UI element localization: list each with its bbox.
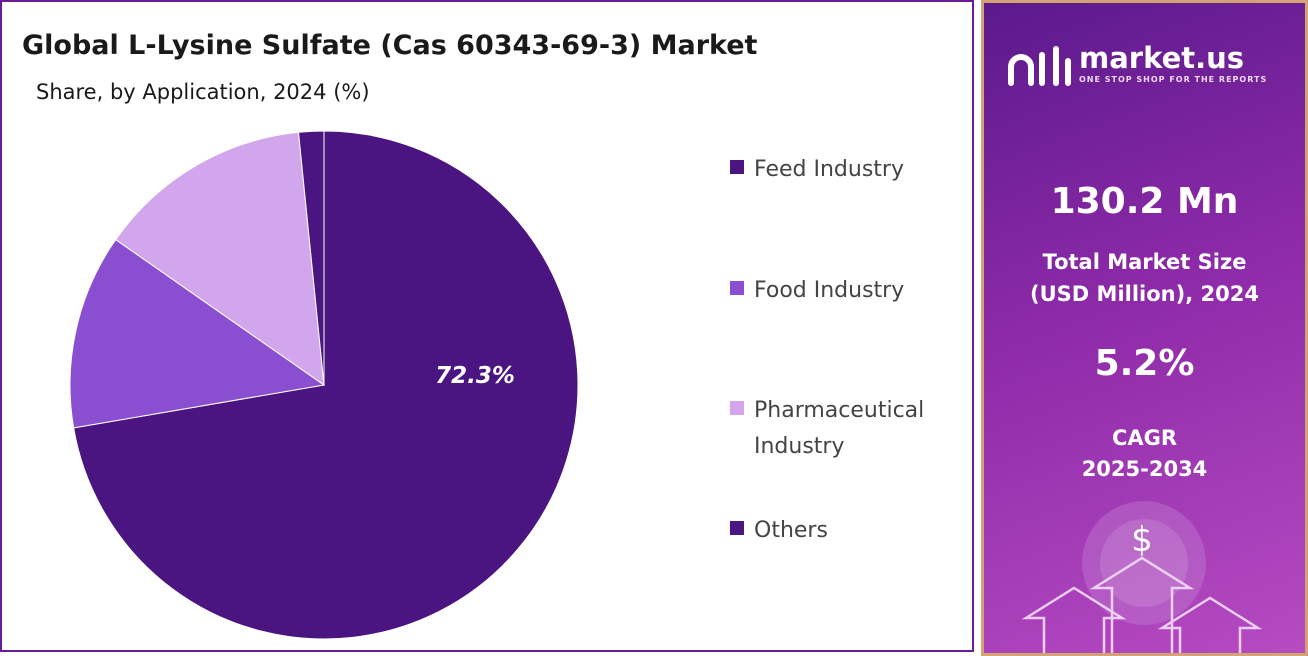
legend-label: Others xyxy=(754,518,828,543)
market-size-value: 130.2 Mn xyxy=(1050,181,1239,222)
dollar-icon: $ xyxy=(1131,520,1153,560)
pie-slice-feed-industry xyxy=(73,130,579,640)
legend-item-others: Others xyxy=(730,513,959,549)
cagr-label: CAGR xyxy=(1111,426,1178,450)
legend-item-food-industry: Food Industry xyxy=(730,273,959,309)
chart-panel: Global L-Lysine Sulfate (Cas 60343-69-3)… xyxy=(0,0,974,652)
cagr-period: 2025-2034 xyxy=(1081,457,1208,481)
market-us-logo-icon xyxy=(1008,46,1071,86)
pie-slice-food-industry xyxy=(69,238,326,429)
legend-item-feed-industry: Feed Industry xyxy=(730,152,959,188)
brand-name: market.us xyxy=(1079,41,1245,75)
data-label-feed-industry: 72.3% xyxy=(435,363,515,389)
legend-item-pharmaceutical-industry: Pharmaceutical Industry xyxy=(730,393,959,465)
pie-chart: 72.3% xyxy=(69,130,579,640)
growth-arrows-graphic: $ xyxy=(1021,501,1263,653)
chart-subtitle: Share, by Application, 2024 (%) xyxy=(36,80,370,104)
chart-title: Global L-Lysine Sulfate (Cas 60343-69-3)… xyxy=(22,30,758,61)
legend-swatch xyxy=(730,401,744,415)
pie-slice-pharmaceutical-industry xyxy=(115,131,325,387)
cagr-value: 5.2% xyxy=(1094,343,1195,384)
legend-swatch xyxy=(730,521,744,535)
brand-tagline: ONE STOP SHOP FOR THE REPORTS xyxy=(1079,75,1268,84)
market-size-label-sub: (USD Million), 2024 xyxy=(1030,282,1259,306)
legend-swatch xyxy=(730,281,744,295)
summary-sidebar: $ market.us ONE STOP SHOP FOR THE REPORT… xyxy=(981,0,1308,656)
legend-swatch xyxy=(730,160,744,174)
legend-label: Pharmaceutical Industry xyxy=(754,398,925,459)
legend-label: Food Industry xyxy=(754,278,905,303)
pie-slice-others xyxy=(297,130,325,386)
market-size-label: Total Market Size xyxy=(1042,250,1247,274)
legend-label: Feed Industry xyxy=(754,157,904,182)
